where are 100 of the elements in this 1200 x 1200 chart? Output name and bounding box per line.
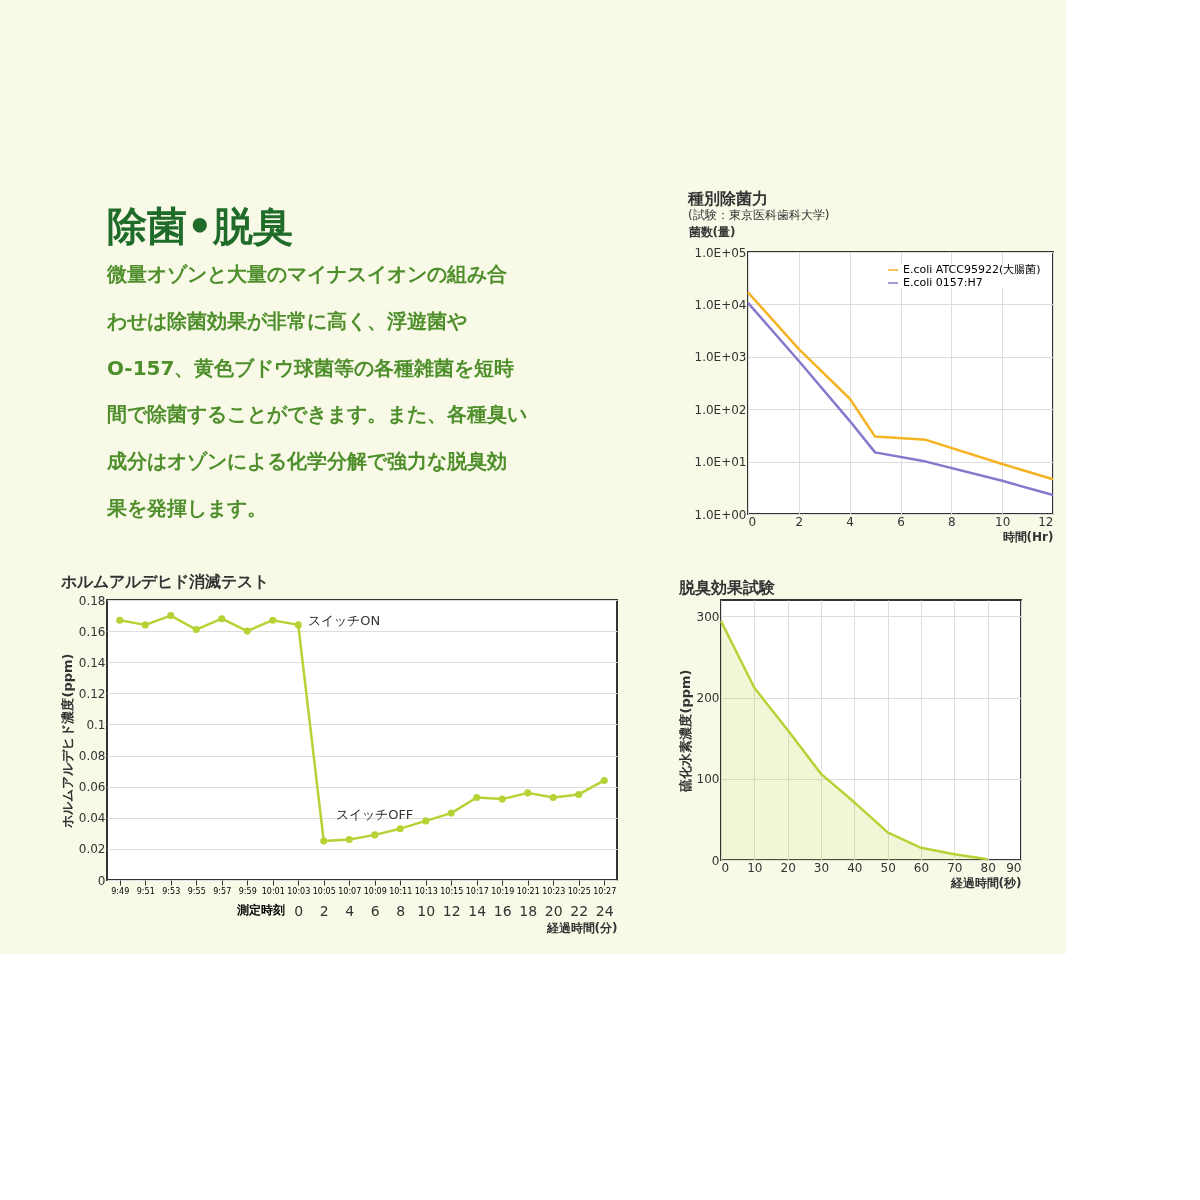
point [524, 789, 532, 797]
x-tick-label: 0 [748, 514, 757, 529]
x-tick-label: 30 [813, 860, 830, 875]
point [243, 627, 251, 635]
x-tick-label: 80 [980, 860, 996, 875]
x2-tick-label: 4 [345, 902, 355, 919]
y-tick-label: 0.02 [78, 842, 106, 857]
x-tick-label: 50 [880, 860, 896, 875]
point [192, 626, 200, 634]
x2-tick-label: 12 [442, 902, 461, 919]
point [269, 616, 277, 624]
y-axis-title: 硫化水素濃度(ppm) [677, 669, 693, 793]
x2-tick-label: 20 [544, 902, 563, 919]
x-tick-label: 10:27 [593, 886, 617, 896]
point [218, 615, 226, 623]
x-tick-label: 10:11 [389, 886, 413, 896]
x-tick-label: 10:17 [465, 886, 489, 896]
point [116, 616, 124, 624]
x-tick-label: 4 [846, 514, 854, 529]
text: 間で除菌することができます。また、各種臭い [107, 402, 527, 427]
x-tick-label: 10:19 [491, 886, 515, 896]
legend-label: E.coli 0157:H7 [903, 276, 983, 289]
point [575, 790, 583, 798]
x-tick-label: 10:13 [414, 886, 438, 896]
x-tick-label: 60 [913, 860, 930, 875]
legend-label: E.coli ATCC95922(大腸菌) [903, 263, 1041, 276]
chart-subtitle: (試験：東京医科歯科大学) [688, 208, 830, 222]
text: 微量オゾンと大量のマイナスイオンの組み合 [106, 262, 507, 287]
x-tick-label: 9:57 [213, 886, 232, 896]
point [422, 817, 430, 825]
point [498, 795, 506, 803]
x2-tick-label: 14 [468, 902, 487, 919]
x-axis-title: 測定時刻 [235, 902, 285, 917]
y-tick-label: 0.1 [86, 717, 106, 732]
x2-axis-title: 経過時間(分) [545, 920, 618, 935]
x-tick-label: 8 [948, 514, 956, 529]
y-tick-label: 0.16 [78, 624, 106, 639]
x2-tick-label: 2 [319, 902, 329, 919]
x-tick-label: 90 [1006, 860, 1022, 875]
x-tick-label: 10:21 [516, 886, 540, 896]
x2-tick-label: 0 [294, 902, 304, 919]
text: 除菌•脱臭 [107, 203, 293, 249]
y-tick-label: 0.08 [78, 749, 106, 764]
point [320, 837, 328, 845]
x-axis-title: 経過時間(秒) [949, 875, 1022, 890]
point [447, 809, 455, 817]
x-tick-label: 10:05 [312, 886, 336, 896]
y-tick-label: 100 [696, 772, 720, 787]
y-tick-label: 1.0E+01 [694, 455, 747, 470]
x-tick-label: 20 [780, 860, 796, 875]
x-tick-label: 9:51 [136, 886, 155, 896]
y-tick-label: 200 [696, 691, 720, 705]
x-tick-label: 10:07 [338, 886, 362, 896]
x-tick-label: 10 [995, 514, 1011, 529]
point [473, 794, 481, 802]
point [396, 825, 404, 833]
y-tick-label: 1.0E+00 [694, 507, 747, 522]
y-tick-label: 1.0E+04 [694, 297, 747, 312]
y-tick-label: 0.14 [78, 655, 106, 670]
x-tick-label: 12 [1038, 514, 1054, 529]
x-tick-label: 10 [747, 860, 763, 875]
x-tick-label: 10:25 [567, 886, 591, 896]
chart-title: ホルムアルデヒド消滅テスト [60, 572, 270, 591]
y-tick-label: 300 [696, 609, 720, 624]
text: わせは除菌効果が非常に高く、浮遊菌や [106, 309, 467, 333]
x-tick-label: 10:01 [261, 886, 285, 896]
point [294, 621, 302, 629]
y-tick-label: 0.12 [78, 686, 106, 701]
x2-tick-label: 8 [396, 902, 406, 919]
x-tick-label: 2 [795, 514, 804, 529]
x-tick-label: 9:59 [238, 886, 257, 896]
x2-tick-label: 24 [595, 902, 614, 919]
point [600, 776, 608, 784]
y-tick-label: 1.0E+05 [694, 245, 747, 260]
x-axis-title: 時間(Hr) [1002, 529, 1054, 544]
chart-title: 種別除菌力 [687, 189, 768, 208]
point [345, 836, 353, 844]
x2-tick-label: 22 [570, 902, 589, 919]
y-tick-label: 1.0E+03 [694, 350, 747, 365]
point [167, 612, 175, 620]
annotation: スイッチON [308, 612, 381, 628]
y-axis-title: ホルムアルデヒド濃度(ppm) [59, 653, 75, 829]
x-tick-label: 9:49 [111, 886, 130, 896]
text: 果を発揮します。 [106, 495, 267, 520]
x-tick-label: 6 [897, 514, 905, 529]
y-axis-title: 菌数(量) [687, 224, 736, 239]
point [141, 621, 149, 629]
x-tick-label: 10:15 [440, 886, 464, 896]
point [371, 831, 379, 839]
x-tick-label: 10:09 [363, 886, 387, 896]
x-tick-label: 70 [947, 860, 963, 875]
text: O-157、黄色ブドウ球菌等の各種雑菌を短時 [107, 355, 515, 380]
y-tick-label: 0.04 [78, 811, 106, 826]
point [549, 794, 557, 802]
annotation: スイッチOFF [336, 806, 414, 822]
text: 成分はオゾンによる化学分解で強力な脱臭効 [106, 449, 507, 473]
y-tick-label: 1.0E+02 [694, 402, 747, 417]
x-tick-label: 10:23 [542, 886, 566, 896]
y-tick-label: 0.06 [78, 780, 106, 795]
x2-tick-label: 16 [493, 902, 512, 919]
